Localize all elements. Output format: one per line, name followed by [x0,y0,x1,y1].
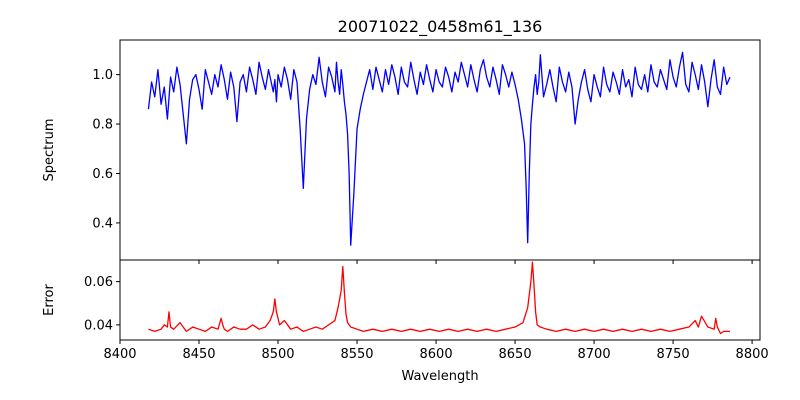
spectrum-y-tick-label: 0.6 [92,167,113,182]
top-y-axis-label: Spectrum [42,119,57,182]
error-x-tick-label: 8550 [340,347,373,362]
spectrum-series-line [147,51,731,246]
error-series-line [148,261,730,335]
error-y-tick-label: 0.06 [84,275,113,290]
error-axes-frame [119,259,761,341]
error-panel: 0.04 0.06 8400 8450 8500 8550 8600 8650 8700 8750… [84,259,769,362]
spectrum-y-tick-label: 0.4 [92,216,113,231]
error-x-tick-label: 8700 [578,347,611,362]
error-x-tick-label: 8500 [261,347,294,362]
error-x-tick-label: 8400 [103,347,136,362]
error-x-tick-label: 8450 [182,347,215,362]
spectrum-y-tick-label: 0.8 [92,118,113,133]
bottom-x-axis-label: Wavelength [401,369,478,384]
error-x-tick-label: 8650 [499,347,532,362]
chart-title: 20071022_0458m61_136 [338,17,543,37]
error-y-tick-label: 0.04 [84,318,113,333]
spectrum-y-tick-label: 1.0 [92,68,113,83]
spectrum-panel: 0.4 0.6 0.8 1.0 [92,39,761,264]
spectrum-axes-frame [119,39,761,261]
error-x-tick-label: 8600 [420,347,453,362]
error-x-tick-label: 8800 [736,347,769,362]
error-x-tick-label: 8750 [657,347,690,362]
bottom-y-axis-label: Error [42,284,57,316]
